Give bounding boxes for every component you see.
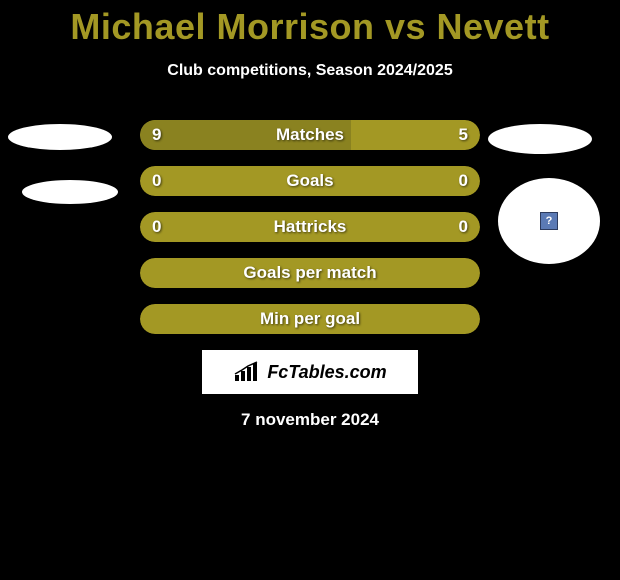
- stat-label: Goals: [140, 166, 480, 196]
- stat-row: Hattricks0 0: [140, 212, 480, 242]
- date-text: 7 november 2024: [0, 410, 620, 430]
- stat-row: Goals0 0: [140, 166, 480, 196]
- brand-box: FcTables.com: [202, 350, 418, 394]
- stat-label: Matches: [140, 120, 480, 150]
- player-photo-right-1: [488, 124, 592, 154]
- unknown-badge-icon: ?: [540, 212, 558, 230]
- stat-row: Matches9 5: [140, 120, 480, 150]
- player-photo-left-2: [22, 180, 118, 204]
- stat-value-right: 0: [459, 212, 468, 242]
- stat-row: Min per goal: [140, 304, 480, 334]
- subtitle: Club competitions, Season 2024/2025: [0, 62, 620, 80]
- player-photo-left-1: [8, 124, 112, 150]
- brand-chart-icon: [233, 361, 261, 383]
- stat-value-left: 9: [152, 120, 161, 150]
- brand-text: FcTables.com: [267, 362, 386, 383]
- stat-row: Goals per match: [140, 258, 480, 288]
- player-photo-right-2: ?: [498, 178, 600, 264]
- stat-value-right: 0: [459, 166, 468, 196]
- page-title: Michael Morrison vs Nevett: [0, 0, 620, 48]
- stat-value-right: 5: [459, 120, 468, 150]
- stat-label: Hattricks: [140, 212, 480, 242]
- stat-value-left: 0: [152, 212, 161, 242]
- stat-value-left: 0: [152, 166, 161, 196]
- stat-label: Goals per match: [140, 258, 480, 288]
- stat-label: Min per goal: [140, 304, 480, 334]
